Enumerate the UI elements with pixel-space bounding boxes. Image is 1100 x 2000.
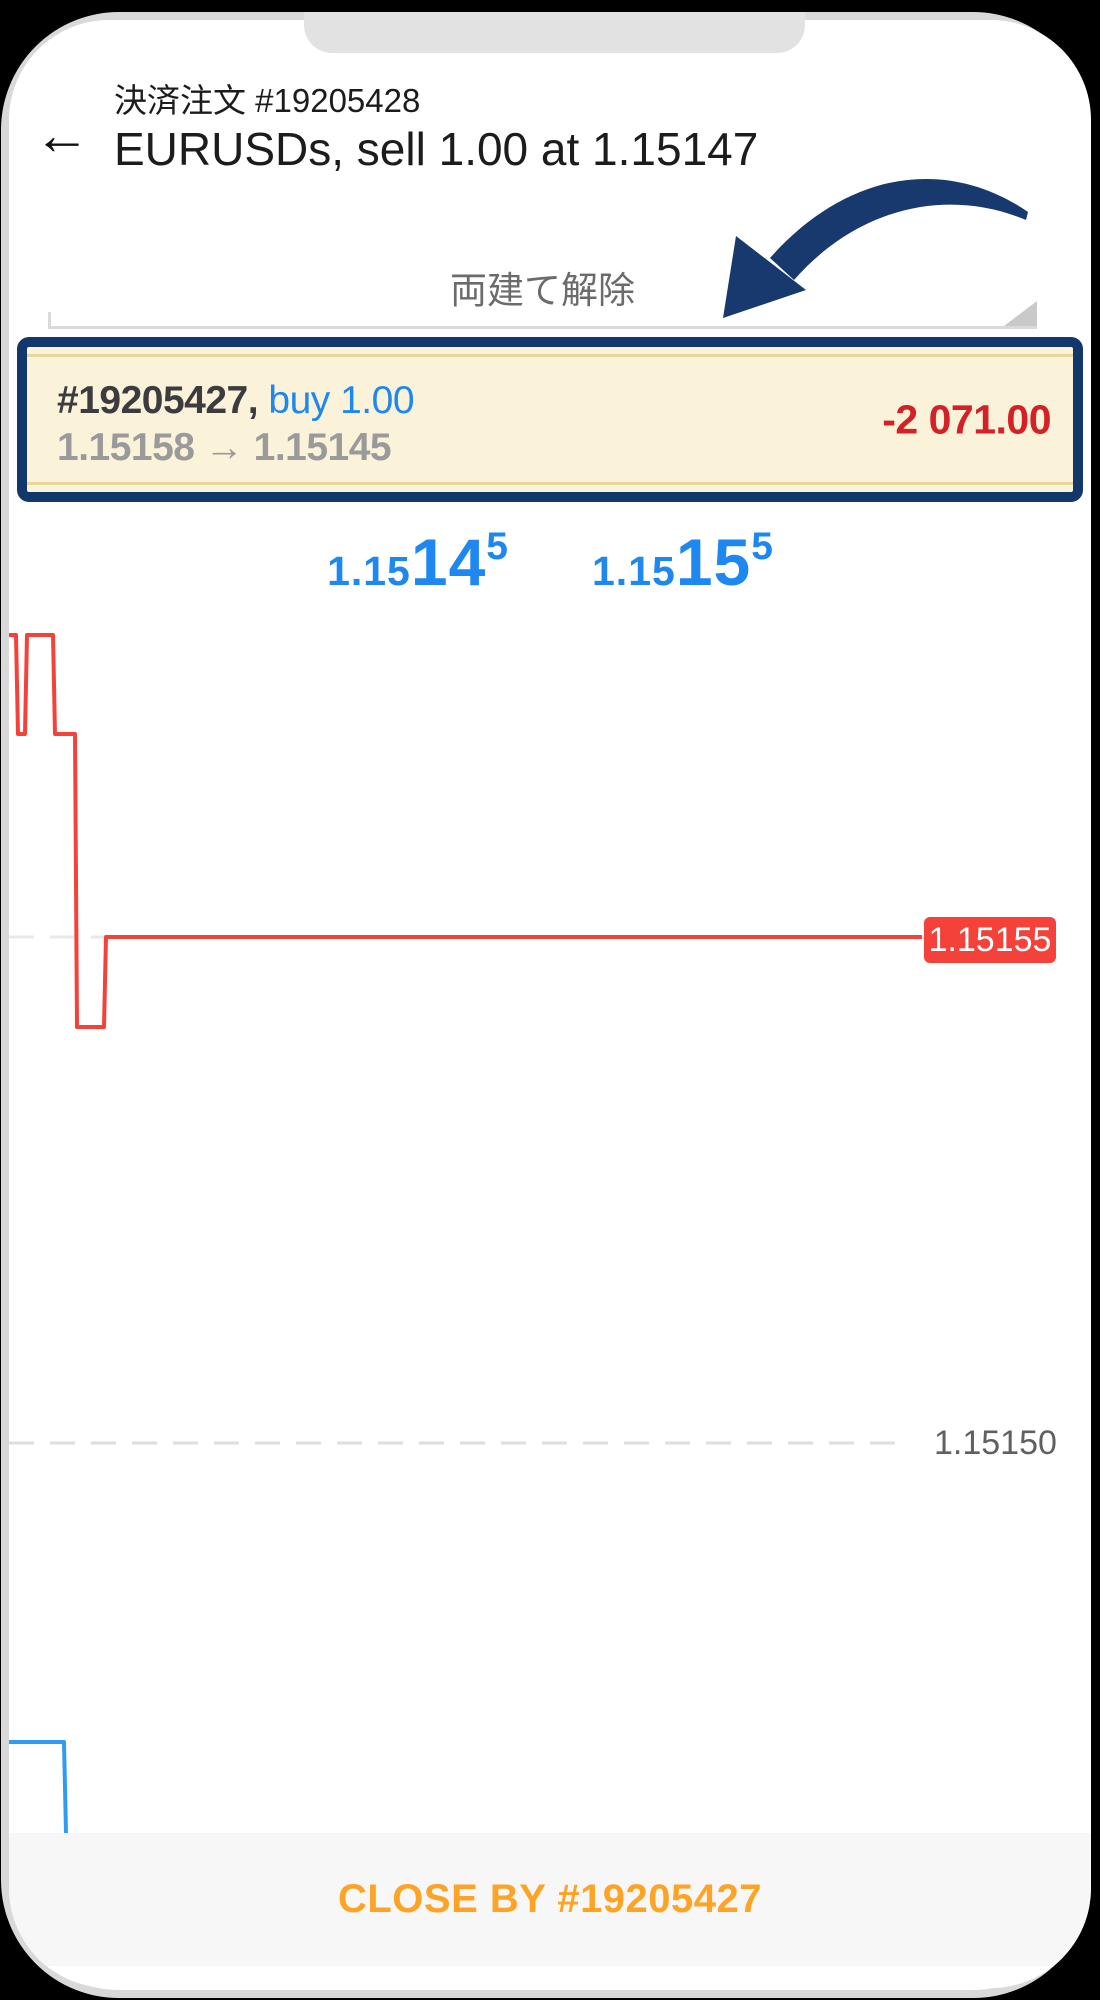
close-by-button[interactable]: CLOSE BY #19205427 [332, 1876, 768, 1923]
card-separator [27, 354, 1073, 357]
ask-price-badge: 1.15155 [924, 917, 1056, 963]
bid-point: 5 [486, 525, 508, 568]
position-price-path: 1.15158 → 1.15145 [57, 426, 392, 469]
phone-notch [304, 12, 805, 53]
ask-quote: 1.15 15 5 [592, 524, 773, 600]
opposite-position-card[interactable]: #19205427, buy 1.00 1.15158 → 1.15145 -2… [17, 337, 1083, 502]
app-screen: ← 決済注文 #19205428 EURUSDs, sell 1.00 at 1… [9, 20, 1091, 1988]
bottom-action-bar: CLOSE BY #19205427 [9, 1833, 1091, 1966]
back-arrow-icon: ← [34, 103, 90, 166]
ask-prefix: 1.15 [592, 548, 676, 594]
ask-pips: 15 [675, 525, 752, 599]
position-ticket: #19205427, [57, 379, 259, 422]
ask-point: 5 [751, 525, 773, 568]
gridline-price-label: 1.15150 [934, 1424, 1057, 1462]
hedge-mode-selected-value: 両建て解除 [450, 270, 635, 311]
bid-line [9, 1740, 68, 1834]
position-line1: #19205427, buy 1.00 [57, 379, 415, 423]
card-separator [27, 482, 1073, 485]
page-title: 決済注文 #19205428 [114, 82, 421, 119]
bid-pips: 14 [410, 525, 487, 599]
spinner-left-tick [48, 312, 51, 326]
ask-line [9, 633, 922, 1029]
quotes-row: 1.15 14 5 1.15 15 5 [9, 524, 1091, 600]
annotation-arrow-icon [723, 178, 1028, 318]
position-profit: -2 071.00 [882, 396, 1051, 442]
position-side-volume: buy 1.00 [268, 379, 415, 422]
bid-quote: 1.15 14 5 [327, 524, 508, 600]
page-subtitle: EURUSDs, sell 1.00 at 1.15147 [114, 123, 759, 175]
back-button[interactable]: ← [27, 104, 97, 170]
hedge-mode-dropdown[interactable]: 両建て解除 [48, 240, 1037, 329]
bid-prefix: 1.15 [327, 548, 411, 594]
